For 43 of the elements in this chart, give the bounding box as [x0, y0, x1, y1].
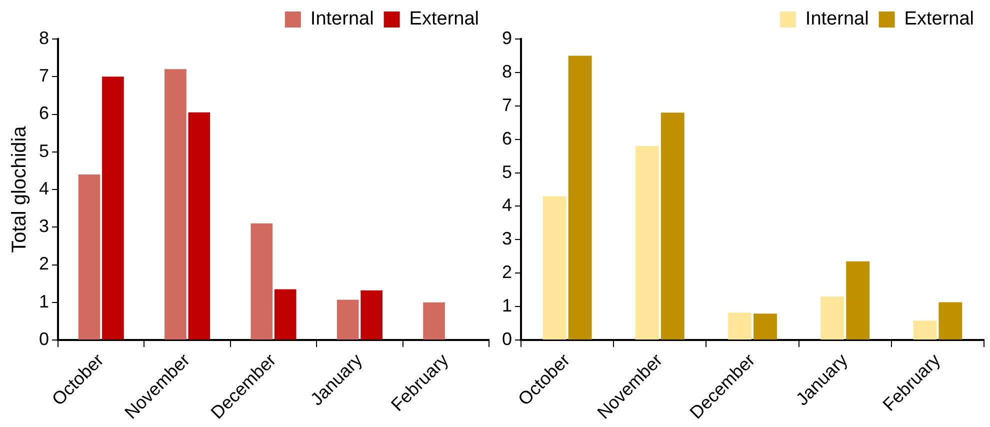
- y-tick-label: 4: [502, 195, 512, 216]
- bar: [754, 314, 777, 340]
- bar: [635, 146, 659, 340]
- bar: [102, 76, 124, 340]
- bar: [250, 223, 273, 340]
- bar: [336, 300, 359, 340]
- bar: [164, 69, 186, 340]
- y-tick-label: 7: [38, 66, 50, 86]
- bar: [568, 56, 592, 340]
- bar: [660, 112, 684, 340]
- y-tick-label: 5: [502, 162, 512, 182]
- legend-label: External: [904, 8, 974, 30]
- y-tick-label: 2: [502, 262, 512, 282]
- bar: [542, 196, 566, 340]
- bar: [78, 174, 100, 340]
- bar: [188, 112, 210, 340]
- bar: [274, 289, 296, 340]
- y-tick-label: 2: [38, 254, 50, 274]
- y-tick-label: 3: [502, 228, 512, 249]
- y-tick-label: 7: [502, 94, 512, 115]
- y-tick-label: 0: [502, 328, 512, 349]
- bar: [938, 302, 962, 340]
- bar: [728, 312, 752, 340]
- y-tick-label: 9: [502, 28, 512, 48]
- bar: [913, 320, 937, 340]
- y-tick-label: 6: [38, 103, 50, 124]
- y-tick-label: 8: [38, 28, 50, 48]
- y-tick-label: 5: [38, 140, 50, 161]
- y-tick-label: 4: [38, 178, 50, 198]
- y-tick-label: 0: [38, 328, 50, 349]
- bar: [360, 290, 382, 340]
- legend-label: External: [409, 8, 479, 30]
- y-tick-label: 8: [502, 61, 512, 82]
- y-tick-label: 1: [502, 296, 512, 316]
- bar: [820, 296, 844, 340]
- legend-label: Internal: [805, 8, 869, 30]
- y-tick-label: 1: [38, 291, 50, 312]
- y-tick-label: 6: [502, 128, 512, 148]
- y-tick-label: 3: [38, 216, 50, 236]
- bar: [846, 261, 870, 340]
- y-axis-title: Total glochidia: [8, 125, 31, 253]
- legend-label: Internal: [310, 8, 374, 30]
- bar: [423, 302, 445, 340]
